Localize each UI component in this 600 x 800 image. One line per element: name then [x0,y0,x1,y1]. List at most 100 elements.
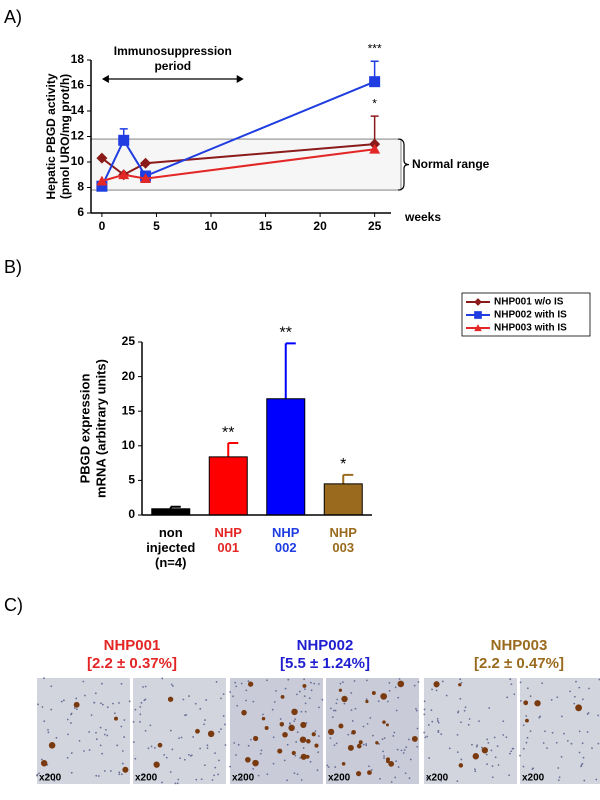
nucleus [350,709,353,712]
stained-cell [525,718,529,723]
nucleus [542,742,545,744]
nucleus [424,736,427,739]
nucleus [237,743,240,746]
nucleus [529,730,532,733]
nucleus [309,760,312,763]
nucleus [294,754,297,757]
nucleus [118,702,120,704]
nucleus [236,704,239,707]
sample-value: [5.5 ± 1.24%] [280,655,370,672]
nucleus [335,742,338,745]
nucleus [94,692,97,695]
nucleus [90,714,93,717]
nucleus [140,701,143,704]
nucleus [491,765,494,768]
nucleus [273,701,276,703]
error-bar [284,342,296,399]
nucleus [557,779,560,782]
stained-cell [157,742,163,748]
sample-name: NHP002 [297,637,354,654]
stained-cell [358,740,363,745]
nucleus [37,703,39,706]
nucleus [464,706,467,709]
x-tick-label: 20 [313,219,327,233]
nucleus [139,720,141,723]
nucleus [113,712,116,715]
nucleus [303,695,306,698]
nucleus [179,757,182,760]
nucleus [383,755,385,757]
sample-value: [2.2 ± 0.47%] [474,655,564,672]
nucleus [66,756,69,759]
nucleus [144,685,147,688]
nucleus [317,735,320,737]
nucleus [423,708,426,711]
nucleus [247,680,250,683]
nucleus [303,688,306,690]
nucleus [203,723,205,726]
nucleus [400,749,403,752]
nucleus [316,769,319,772]
nucleus [369,716,372,719]
nucleus [502,734,505,736]
series-line [101,148,375,183]
stained-cell [397,680,405,688]
nucleus [296,693,298,696]
nucleus [66,718,69,721]
nucleus [134,708,137,711]
nucleus [88,731,91,733]
nucleus [47,728,49,731]
stained-cell [167,696,174,702]
nucleus [199,747,202,750]
nucleus [509,678,512,681]
nucleus [121,750,124,752]
y-tick-label: 14 [71,103,85,117]
nucleus [426,776,428,779]
nucleus [581,742,584,745]
nucleus [143,699,146,702]
nucleus [563,732,565,735]
nucleus [463,709,466,712]
nucleus [132,741,135,744]
nucleus [416,745,419,748]
nucleus [522,747,525,750]
nucleus [50,685,53,688]
nucleus [205,699,208,701]
y-axis-label: (pmol URO/mg prot/h) [58,74,72,199]
nucleus [493,736,496,739]
nucleus [296,773,299,776]
nucleus [48,774,51,777]
nucleus [381,738,384,741]
significance: * [340,456,346,473]
nucleus [95,731,97,734]
nucleus [118,773,121,776]
nucleus [551,731,554,734]
magnification: x200 [232,773,255,784]
nucleus [353,680,356,682]
nucleus [194,702,197,705]
nucleus [431,720,434,723]
y-tick-label: 20 [122,369,136,383]
nucleus [394,686,397,689]
nucleus [321,698,324,701]
panel-label: C) [4,595,23,615]
stained-cell [341,761,346,766]
nucleus [362,725,365,728]
marker [140,173,152,183]
sample-name: NHP001 [104,637,161,654]
nucleus [188,695,190,697]
stained-cell [302,683,307,688]
nucleus [388,681,391,684]
marker [118,169,130,180]
nucleus [539,715,542,718]
nucleus [287,678,290,681]
nucleus [271,708,274,711]
sample-value: [2.2 ± 0.37%] [87,655,177,672]
nucleus [556,696,559,699]
stained-cell [380,693,388,700]
stained-cell [327,728,335,735]
nucleus [303,678,305,681]
marker [96,175,108,186]
nucleus [97,775,100,777]
